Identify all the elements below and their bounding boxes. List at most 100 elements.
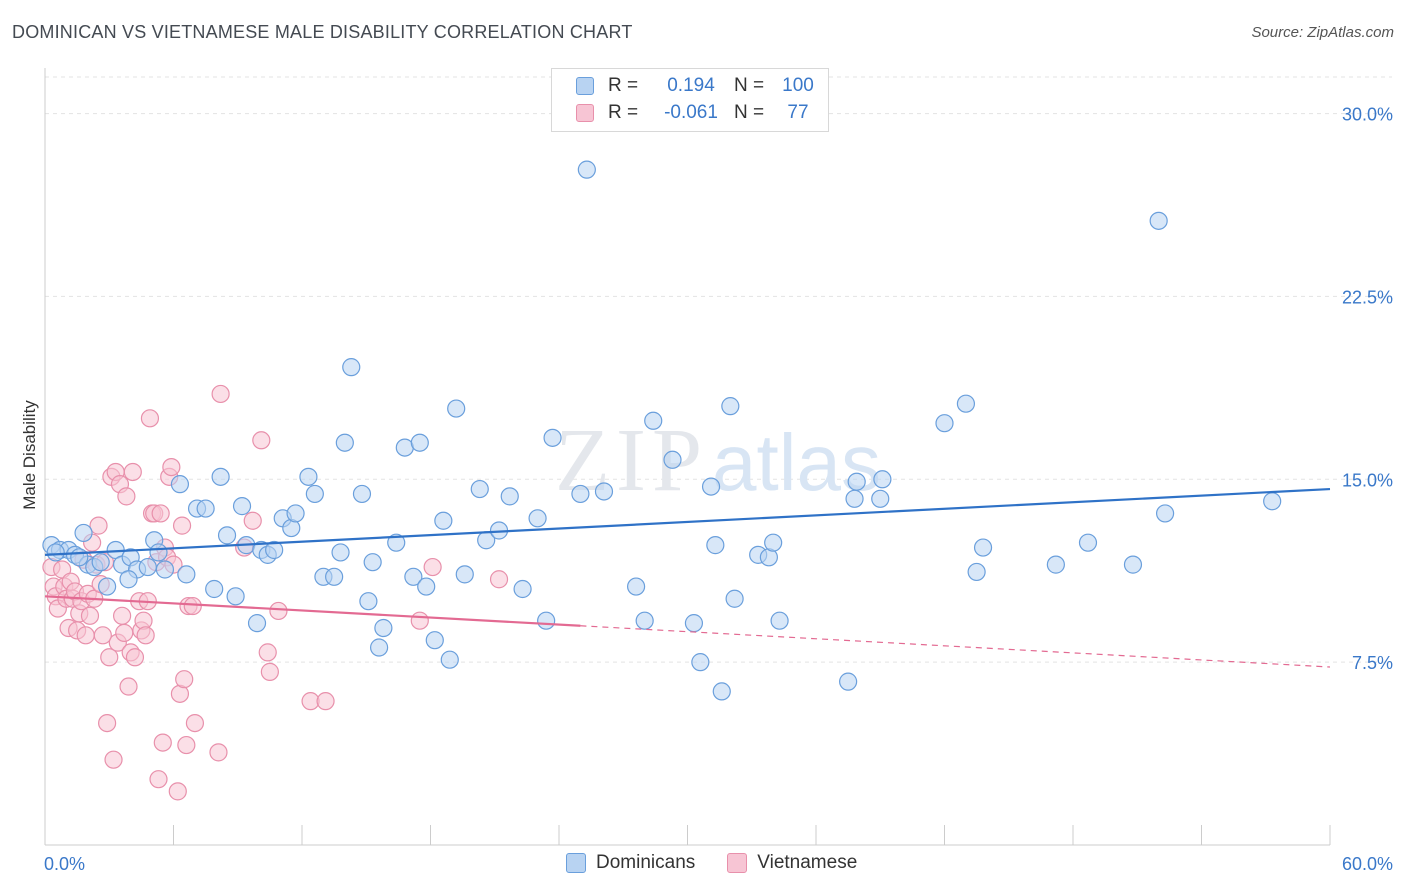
data-point-dominicans <box>447 399 466 418</box>
series-swatch-vietnamese <box>727 853 748 873</box>
data-point-dominicans <box>138 557 157 577</box>
data-point-dominicans <box>155 560 175 579</box>
series-legend-dominicans[interactable]: Dominicans <box>566 852 695 874</box>
vietnamese-trend-dashed <box>580 625 1331 668</box>
y-tick-label: 15.0% <box>1342 470 1393 490</box>
data-point-vietnamese <box>185 713 205 733</box>
y-tick-label: 7.5% <box>1352 653 1393 673</box>
data-point-dominicans <box>342 358 361 377</box>
legend-r-label: R = <box>608 102 639 123</box>
data-point-vietnamese <box>153 733 172 752</box>
data-point-dominicans <box>1078 533 1098 552</box>
data-point-dominicans <box>871 489 890 508</box>
x-tick-label: 60.0% <box>1342 854 1393 874</box>
data-point-vietnamese <box>112 606 132 625</box>
grid-lines <box>45 76 1392 663</box>
data-point-dominicans <box>845 489 864 508</box>
data-point-dominicans <box>265 540 284 560</box>
data-point-vietnamese <box>243 511 262 530</box>
data-point-dominicans <box>331 543 350 562</box>
series-label-vietnamese: Vietnamese <box>757 852 858 873</box>
data-point-dominicans <box>764 533 783 552</box>
data-point-dominicans <box>232 497 252 516</box>
data-point-dominicans <box>1155 504 1175 523</box>
data-point-dominicans <box>286 504 305 523</box>
dominicans-trend-solid <box>44 487 1331 556</box>
data-point-dominicans <box>537 611 556 630</box>
data-point-dominicans <box>691 653 710 672</box>
data-point-vietnamese <box>209 743 228 762</box>
data-point-vietnamese <box>123 462 142 482</box>
correlation-legend: R = 0.194 N = 100 R = -0.061 N = 77 <box>551 68 829 132</box>
data-point-vietnamese <box>168 782 187 801</box>
data-point-dominicans <box>973 538 993 557</box>
data-point-vietnamese <box>172 516 192 535</box>
data-point-dominicans <box>387 533 406 552</box>
data-point-dominicans <box>410 433 429 452</box>
data-point-vietnamese <box>489 570 509 589</box>
data-point-dominicans <box>663 450 682 469</box>
series-swatch-dominicans <box>566 853 586 873</box>
data-point-vietnamese <box>115 623 134 642</box>
legend-n-value: 77 <box>787 102 809 123</box>
data-point-dominicans <box>770 611 789 630</box>
data-point-dominicans <box>1123 555 1143 574</box>
data-point-dominicans <box>119 570 138 589</box>
data-point-dominicans <box>177 565 196 584</box>
data-point-dominicans <box>46 543 65 562</box>
data-point-vietnamese <box>183 596 202 616</box>
data-point-dominicans <box>967 562 986 582</box>
vietnamese-points <box>42 384 509 801</box>
data-point-vietnamese <box>252 431 271 450</box>
series-label-dominicans: Dominicans <box>596 852 696 873</box>
chart-title: DOMINICAN VS VIETNAMESE MALE DISABILITY … <box>12 22 633 42</box>
vietnamese-trend-solid <box>44 595 581 627</box>
data-point-dominicans <box>571 484 590 504</box>
data-point-vietnamese <box>80 606 100 625</box>
data-point-vietnamese <box>177 735 196 755</box>
data-point-dominicans <box>513 579 532 599</box>
data-point-dominicans <box>701 477 721 496</box>
data-point-dominicans <box>434 511 453 530</box>
data-point-dominicans <box>644 411 663 430</box>
data-point-dominicans <box>395 438 414 457</box>
data-point-dominicans <box>956 394 976 413</box>
data-point-dominicans <box>684 614 704 633</box>
data-point-dominicans <box>299 467 318 486</box>
data-point-vietnamese <box>260 662 279 681</box>
data-point-dominicans <box>873 470 892 489</box>
data-point-dominicans <box>363 553 382 572</box>
data-point-vietnamese <box>98 713 117 733</box>
data-point-dominicans <box>226 587 245 606</box>
legend-n-label: N = <box>733 75 765 96</box>
data-point-vietnamese <box>175 670 194 689</box>
data-point-vietnamese <box>162 457 181 477</box>
source-label: Source: ZipAtlas.com <box>1251 24 1394 41</box>
legend-r-value: -0.061 <box>664 102 718 123</box>
data-point-dominicans <box>725 589 744 608</box>
data-point-dominicans <box>170 475 190 494</box>
data-point-dominicans <box>440 650 459 669</box>
data-point-dominicans <box>528 509 547 528</box>
legend-row-dominicans: R = 0.194 N = 100 <box>576 73 826 99</box>
data-point-dominicans <box>205 579 224 599</box>
data-point-dominicans <box>470 479 489 499</box>
data-point-dominicans <box>721 397 740 416</box>
data-point-vietnamese <box>100 648 119 667</box>
series-legend-vietnamese[interactable]: Vietnamese <box>727 852 857 874</box>
data-point-vietnamese <box>140 409 160 428</box>
data-point-dominicans <box>404 567 423 586</box>
legend-n-label: N = <box>733 102 765 123</box>
data-point-vietnamese <box>136 626 155 645</box>
legend-n-value: 100 <box>782 75 814 96</box>
data-point-dominicans <box>247 614 267 633</box>
data-point-dominicans <box>455 565 474 584</box>
y-tick-label: 22.5% <box>1342 287 1393 307</box>
data-point-vietnamese <box>269 601 288 621</box>
data-point-vietnamese <box>149 770 168 789</box>
data-point-dominicans <box>594 482 614 501</box>
data-point-dominicans <box>417 577 436 596</box>
data-point-dominicans <box>543 428 562 447</box>
data-point-dominicans <box>70 548 89 567</box>
